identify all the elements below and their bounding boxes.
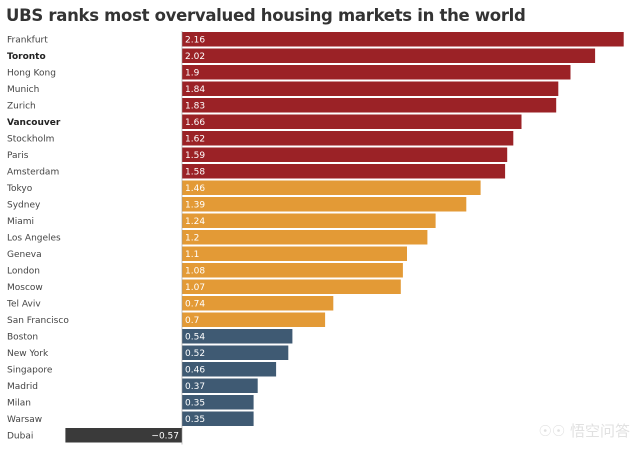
bar-miami bbox=[182, 213, 436, 228]
value-label-frankfurt: 2.16 bbox=[185, 36, 205, 46]
category-label-stockholm: Stockholm bbox=[7, 135, 54, 145]
bar-dubai bbox=[65, 428, 182, 443]
value-label-tel-aviv: 0.74 bbox=[185, 300, 205, 310]
bar-milan bbox=[182, 395, 254, 410]
value-label-madrid: 0.37 bbox=[185, 382, 205, 392]
value-label-stockholm: 1.62 bbox=[185, 135, 205, 145]
bar-madrid bbox=[182, 378, 258, 393]
bar-singapore bbox=[182, 362, 277, 377]
category-label-warsaw: Warsaw bbox=[7, 415, 42, 425]
category-label-geneva: Geneva bbox=[7, 250, 42, 260]
category-label-miami: Miami bbox=[7, 217, 34, 227]
value-label-geneva: 1.1 bbox=[185, 250, 199, 260]
category-label-zurich: Zurich bbox=[7, 102, 36, 112]
bar-munich bbox=[182, 81, 559, 96]
value-label-san-francisco: 0.7 bbox=[185, 316, 199, 326]
value-label-amsterdam: 1.58 bbox=[185, 168, 205, 178]
bar-frankfurt bbox=[182, 32, 624, 47]
bar-london bbox=[182, 263, 403, 278]
category-label-milan: Milan bbox=[7, 399, 31, 409]
category-label-london: London bbox=[7, 267, 40, 277]
category-label-vancouver: Vancouver bbox=[7, 118, 61, 128]
bar-toronto bbox=[182, 48, 596, 63]
category-label-singapore: Singapore bbox=[7, 366, 53, 376]
bar-moscow bbox=[182, 279, 401, 294]
value-label-warsaw: 0.35 bbox=[185, 415, 205, 425]
value-label-tokyo: 1.46 bbox=[185, 184, 205, 194]
value-label-los-angeles: 1.2 bbox=[185, 234, 199, 244]
value-label-london: 1.08 bbox=[185, 267, 205, 277]
bar-geneva bbox=[182, 246, 407, 261]
category-label-los-angeles: Los Angeles bbox=[7, 234, 61, 244]
bar-san-francisco bbox=[182, 312, 326, 327]
category-label-boston: Boston bbox=[7, 333, 38, 343]
value-label-boston: 0.54 bbox=[185, 333, 205, 343]
bar-warsaw bbox=[182, 411, 254, 426]
category-label-hong-kong: Hong Kong bbox=[7, 69, 56, 79]
value-label-hong-kong: 1.9 bbox=[185, 69, 200, 79]
category-label-sydney: Sydney bbox=[7, 201, 41, 211]
category-label-dubai: Dubai bbox=[7, 432, 33, 442]
bar-tokyo bbox=[182, 180, 481, 195]
bar-sydney bbox=[182, 197, 467, 212]
value-label-new-york: 0.52 bbox=[185, 349, 205, 359]
value-label-miami: 1.24 bbox=[185, 217, 205, 227]
bar-los-angeles bbox=[182, 230, 428, 245]
category-label-new-york: New York bbox=[7, 349, 49, 359]
bar-boston bbox=[182, 329, 293, 344]
bar-hong-kong bbox=[182, 65, 571, 80]
category-label-toronto: Toronto bbox=[7, 52, 46, 62]
bar-paris bbox=[182, 147, 508, 162]
category-label-amsterdam: Amsterdam bbox=[7, 168, 59, 178]
bar-stockholm bbox=[182, 131, 514, 146]
watermark: ☉☉ 悟空问答 bbox=[538, 422, 630, 440]
value-label-zurich: 1.83 bbox=[185, 102, 205, 112]
bar-new-york bbox=[182, 345, 289, 360]
chart-title: UBS ranks most overvalued housing market… bbox=[6, 6, 526, 25]
bar-zurich bbox=[182, 98, 557, 113]
category-label-moscow: Moscow bbox=[7, 283, 43, 293]
value-label-milan: 0.35 bbox=[185, 399, 205, 409]
category-label-paris: Paris bbox=[7, 151, 29, 161]
value-label-paris: 1.59 bbox=[185, 151, 205, 161]
category-label-madrid: Madrid bbox=[7, 382, 38, 392]
bar-vancouver bbox=[182, 114, 522, 129]
value-label-moscow: 1.07 bbox=[185, 283, 205, 293]
value-label-vancouver: 1.66 bbox=[185, 118, 205, 128]
value-label-singapore: 0.46 bbox=[185, 366, 205, 376]
category-label-frankfurt: Frankfurt bbox=[7, 36, 48, 46]
category-label-tokyo: Tokyo bbox=[6, 184, 33, 194]
category-label-tel-aviv: Tel Aviv bbox=[6, 300, 41, 310]
value-label-toronto: 2.02 bbox=[185, 52, 205, 62]
bar-amsterdam bbox=[182, 164, 506, 179]
category-label-san-francisco: San Francisco bbox=[7, 316, 69, 326]
category-label-munich: Munich bbox=[7, 85, 39, 95]
value-label-sydney: 1.39 bbox=[185, 201, 205, 211]
value-label-munich: 1.84 bbox=[185, 85, 205, 95]
value-label-dubai: −0.57 bbox=[151, 432, 179, 442]
bar-tel-aviv bbox=[182, 296, 334, 311]
